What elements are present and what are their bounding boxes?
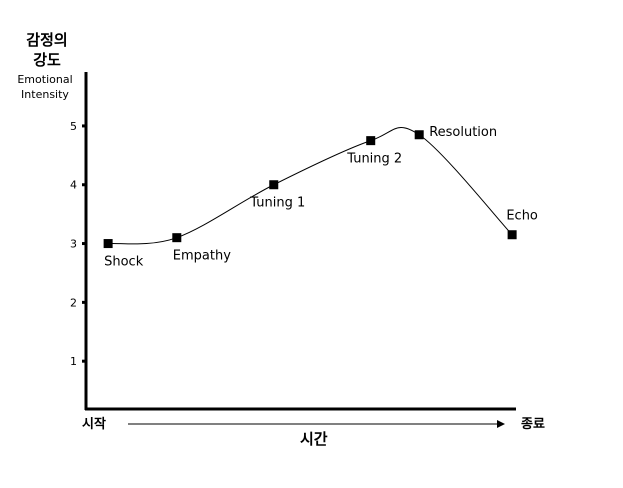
y-tick-label: 2 [70,296,77,309]
y-tick-label: 4 [70,179,77,192]
y-tick-label: 3 [70,238,77,251]
y-tick-label: 5 [70,120,77,133]
data-point-label: Resolution [429,125,497,140]
data-point-label: Tuning 2 [346,152,402,167]
data-point-marker [103,239,113,249]
y-tick-mark [82,242,86,246]
y-tick-mark [82,359,86,363]
y-tick-mark [82,300,86,304]
data-point-marker [414,130,424,140]
data-point-label: Empathy [173,249,231,264]
x-end-label: 종료 [521,417,545,432]
data-point-label: Tuning 1 [249,196,305,211]
y-tick-mark [82,124,86,128]
series-line [108,126,513,245]
data-point-marker [507,230,517,240]
y-axis-title: 감정의 강도 [26,31,68,69]
y-tick-label: 1 [70,355,77,368]
data-point-marker [172,233,182,243]
data-point-label: Shock [104,255,144,270]
y-tick-mark [82,183,86,187]
data-point-marker [366,136,376,146]
data-point-marker [269,180,279,190]
data-point-label: Echo [506,209,538,224]
x-axis-title: 시간 [300,430,328,448]
x-start-label: 시작 [82,417,106,432]
y-axis-subtitle: Emotional Intensity [17,73,73,101]
